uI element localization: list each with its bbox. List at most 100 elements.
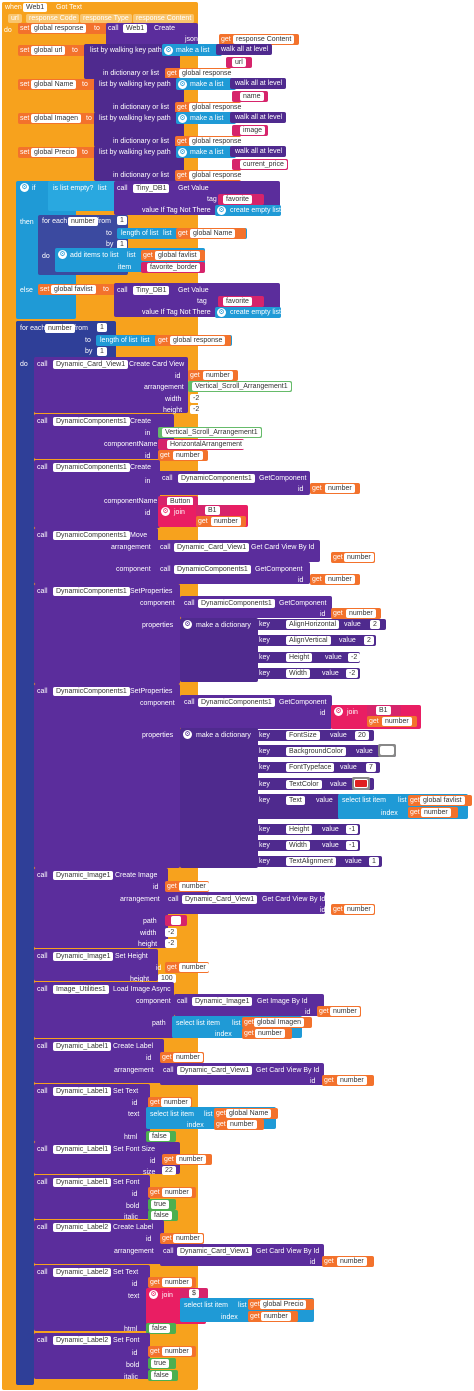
var-number[interactable]: number [173, 1234, 203, 1243]
var-global-favlist[interactable]: global favlist [420, 796, 465, 805]
string-height[interactable]: Height [286, 825, 313, 834]
tinydb-dropdown[interactable]: Tiny_DB1 [133, 286, 170, 295]
dyn-dropdown[interactable]: DynamicComponents1 [174, 565, 251, 574]
is-list-empty-block[interactable] [48, 181, 116, 211]
string-dollar[interactable]: $ [189, 1289, 199, 1298]
card-view-dropdown[interactable]: Dynamic_Card_View1 [177, 1066, 253, 1075]
image-utilities-dropdown[interactable]: Image_Utilities1 [53, 985, 109, 994]
label2-dropdown[interactable]: Dynamic_Label2 [53, 1336, 112, 1345]
var-global-response[interactable]: global response [31, 24, 87, 33]
gear-icon[interactable]: ⚙ [217, 206, 226, 215]
var-number[interactable]: number [162, 1188, 192, 1197]
label1-dropdown[interactable]: Dynamic_Label1 [53, 1087, 112, 1096]
string-fontsize[interactable]: FontSize [286, 731, 320, 740]
var-number[interactable]: number [421, 808, 451, 817]
dyn-dropdown[interactable]: DynamicComponents1 [53, 463, 130, 472]
var-global-response[interactable]: global response [170, 336, 226, 345]
var-number[interactable]: number [346, 609, 376, 618]
create-image-block[interactable] [34, 868, 168, 948]
gear-icon[interactable]: ⚙ [183, 730, 192, 739]
string-b1[interactable]: B1 [205, 506, 220, 515]
make-dictionary-block[interactable] [180, 728, 258, 868]
var-global-favlist[interactable]: global favlist [155, 251, 200, 260]
num-7[interactable]: 7 [366, 763, 376, 772]
var-number[interactable]: number [382, 717, 412, 726]
string-url[interactable]: url [232, 58, 246, 67]
card-view-dropdown[interactable]: Dynamic_Card_View1 [53, 360, 129, 369]
var-number[interactable]: number [325, 575, 355, 584]
string-button[interactable]: Button [167, 497, 194, 506]
dyn-set-properties-button-block[interactable] [34, 684, 180, 868]
var-number[interactable]: number [176, 1155, 206, 1164]
label1-dropdown[interactable]: Dynamic_Label1 [53, 1042, 112, 1051]
bool-false[interactable]: false [149, 1324, 170, 1333]
var-number[interactable]: number [203, 371, 233, 380]
dyn-dropdown[interactable]: DynamicComponents1 [198, 599, 275, 608]
walk-all-block[interactable] [216, 44, 272, 55]
num-1[interactable]: 1 [97, 323, 107, 332]
gear-icon[interactable]: ⚙ [334, 707, 343, 716]
walk-all-block[interactable] [230, 146, 286, 157]
string-horizontal[interactable]: HorizontalArrangement [167, 440, 245, 449]
color-red-swatch[interactable] [354, 779, 368, 788]
var-global-imagen[interactable]: global Imagen [254, 1018, 304, 1027]
gear-icon[interactable]: ⚙ [183, 620, 192, 629]
param-url[interactable]: url [8, 14, 22, 23]
string-fonttypeface[interactable]: FontTypeface [286, 763, 335, 772]
param-response-code[interactable]: response Code [26, 14, 80, 23]
gear-icon[interactable]: ⚙ [58, 250, 67, 259]
walk-all-block[interactable] [230, 78, 286, 89]
num-neg2[interactable]: -2 [165, 939, 178, 948]
gear-icon[interactable]: ⚙ [178, 148, 187, 157]
var-number[interactable]: number [330, 1007, 360, 1016]
create-empty-list-block[interactable] [215, 205, 281, 216]
num-1[interactable]: 1 [369, 857, 379, 866]
dyn-dropdown[interactable]: DynamicComponents1 [53, 531, 130, 540]
for-each-number-main-block[interactable] [16, 321, 34, 1385]
var-number[interactable]: number [344, 905, 374, 914]
dyn-dropdown[interactable]: DynamicComponents1 [53, 587, 130, 596]
var-global-favlist[interactable]: global favlist [51, 285, 96, 294]
card-view-dropdown[interactable]: Dynamic_Card_View1 [174, 543, 250, 552]
num-20[interactable]: 20 [355, 731, 369, 740]
gear-icon[interactable]: ⚙ [20, 183, 29, 192]
label1-dropdown[interactable]: Dynamic_Label1 [53, 1145, 112, 1154]
list-by-walking-imagen-block[interactable] [94, 112, 184, 147]
gear-icon[interactable]: ⚙ [178, 114, 187, 123]
var-number[interactable]: number [162, 1347, 192, 1356]
bool-false[interactable]: false [151, 1371, 172, 1380]
var-number[interactable]: number [179, 882, 209, 891]
var-number[interactable]: number [261, 1312, 291, 1321]
param-response-type[interactable]: response Type [80, 14, 132, 23]
dyn-dropdown[interactable]: DynamicComponents1 [178, 474, 255, 483]
num-100[interactable]: 100 [158, 974, 176, 983]
image-dropdown[interactable]: Dynamic_Image1 [53, 871, 114, 880]
label2-dropdown[interactable]: Dynamic_Label2 [53, 1223, 112, 1232]
var-global-response[interactable]: global response [189, 171, 245, 180]
bool-true[interactable]: true [151, 1200, 170, 1209]
string-align-horizontal[interactable]: AlignHorizontal [286, 620, 340, 629]
dyn-dropdown[interactable]: DynamicComponents1 [198, 698, 275, 707]
string-bgcolor[interactable]: BackgroundColor [286, 747, 347, 756]
var-number[interactable]: number [179, 963, 209, 972]
make-a-list-name-block[interactable] [176, 78, 236, 90]
list-by-walking-precio-block[interactable] [94, 146, 184, 181]
string-align-vertical[interactable]: AlignVertical [286, 636, 331, 645]
var-global-imagen[interactable]: global Imagen [31, 114, 81, 123]
make-a-list-imagen-block[interactable] [176, 112, 236, 124]
num-neg2[interactable]: -2 [346, 669, 359, 678]
gear-icon[interactable]: ⚙ [178, 80, 187, 89]
make-a-list-precio-block[interactable] [176, 146, 236, 158]
gear-icon[interactable]: ⚙ [161, 507, 170, 516]
make-a-list-url-block[interactable] [162, 44, 222, 56]
string-name[interactable]: name [240, 92, 264, 101]
var-response-content[interactable]: response Content [233, 35, 295, 44]
label1-dropdown[interactable]: Dynamic_Label1 [53, 1178, 112, 1187]
vsa-dropdown[interactable]: Vertical_Scroll_Arrangement1 [192, 382, 291, 391]
string-favorite-border[interactable]: favorite_border [147, 263, 201, 272]
num-neg2[interactable]: -2 [348, 653, 361, 662]
num-neg2[interactable]: -2 [165, 928, 178, 937]
var-number[interactable]: number [161, 1098, 191, 1107]
string-textalignment[interactable]: TextAlignment [286, 857, 336, 866]
var-number[interactable]: number [173, 451, 203, 460]
